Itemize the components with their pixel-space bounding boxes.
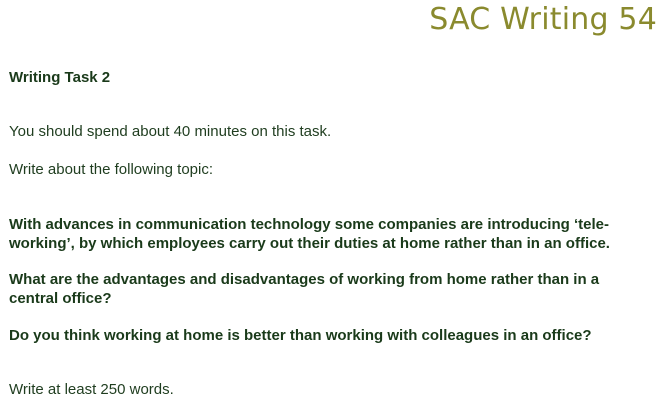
question-advantages: What are the advantages and disadvantage… <box>9 271 600 307</box>
word-count-instruction: Write at least 250 words. <box>9 381 174 398</box>
prompt-intro: With advances in communication technolog… <box>9 216 610 252</box>
topic-instruction: Write about the following topic: <box>9 161 214 178</box>
time-instruction: You should spend about 40 minutes on thi… <box>9 123 332 140</box>
task-heading: Writing Task 2 <box>9 69 111 86</box>
document-title: SAC Writing 54 <box>429 2 657 37</box>
question-opinion: Do you think working at home is better t… <box>9 327 592 344</box>
